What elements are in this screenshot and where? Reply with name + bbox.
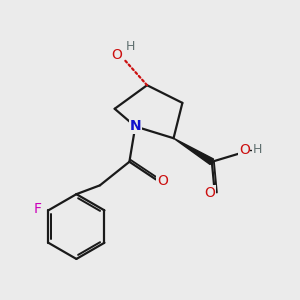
Text: N: N (130, 119, 141, 134)
Text: O: O (157, 174, 168, 188)
Text: F: F (33, 202, 41, 216)
Polygon shape (174, 138, 214, 164)
Text: H: H (125, 40, 135, 53)
Text: H: H (253, 143, 262, 157)
Text: O: O (204, 186, 215, 200)
Text: O: O (112, 48, 122, 62)
Text: O: O (239, 143, 250, 157)
